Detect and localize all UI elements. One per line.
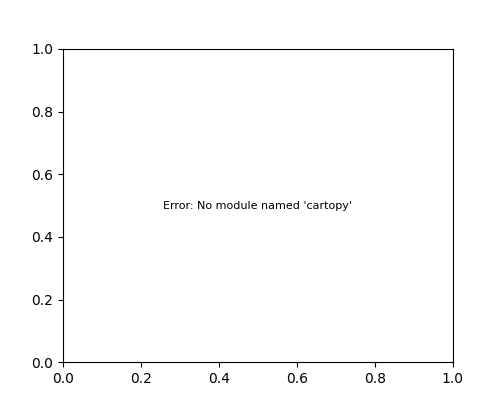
Text: Error: No module named 'cartopy': Error: No module named 'cartopy': [163, 201, 352, 210]
